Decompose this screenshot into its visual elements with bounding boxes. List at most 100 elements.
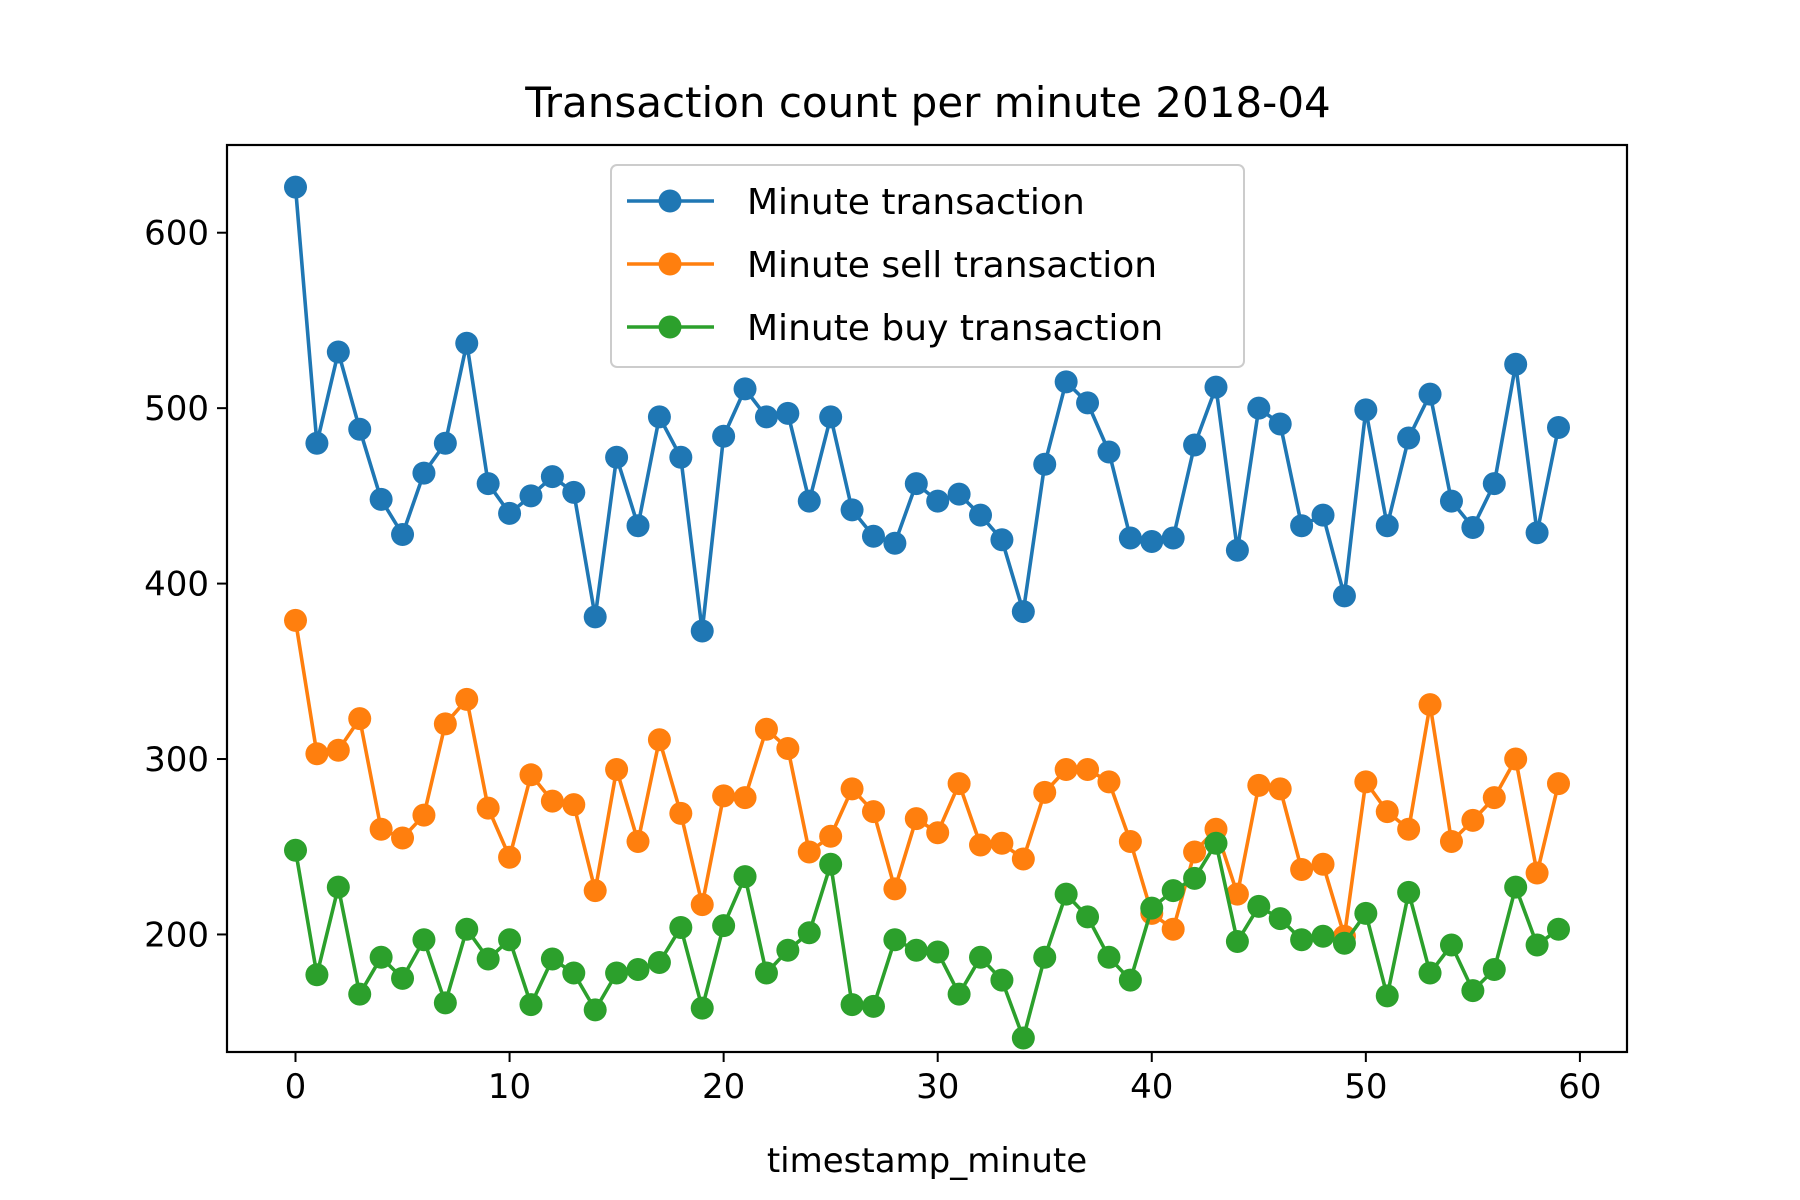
data-point — [690, 893, 714, 917]
data-point — [669, 801, 693, 825]
legend-label: Minute sell transaction — [747, 245, 1157, 286]
data-point — [1033, 452, 1057, 476]
data-point — [1247, 773, 1271, 797]
data-point — [1268, 777, 1292, 801]
data-point — [1011, 847, 1035, 871]
legend-box — [610, 164, 1245, 368]
data-point — [1268, 907, 1292, 931]
data-point — [1439, 829, 1463, 853]
data-point — [369, 487, 393, 511]
data-point — [626, 958, 650, 982]
data-point — [498, 501, 522, 525]
data-point — [1290, 928, 1314, 952]
data-point — [926, 940, 950, 964]
data-point — [1161, 917, 1185, 941]
data-point — [819, 852, 843, 876]
data-point — [1183, 866, 1207, 890]
data-point — [1461, 979, 1485, 1003]
data-point — [369, 817, 393, 841]
data-point — [284, 175, 308, 199]
data-point — [583, 879, 607, 903]
data-point — [754, 717, 778, 741]
data-point — [990, 968, 1014, 992]
data-point — [498, 928, 522, 952]
data-point — [476, 947, 500, 971]
data-point — [1418, 961, 1442, 985]
data-point — [840, 993, 864, 1017]
data-point — [369, 945, 393, 969]
data-point — [348, 982, 372, 1006]
data-point — [1418, 382, 1442, 406]
data-point — [861, 800, 885, 824]
data-point — [926, 489, 950, 513]
data-point — [476, 472, 500, 496]
data-point — [1418, 693, 1442, 717]
data-point — [969, 833, 993, 857]
data-point — [1546, 415, 1570, 439]
data-point — [605, 758, 629, 782]
data-point — [305, 431, 329, 455]
legend-marker — [658, 252, 682, 276]
data-point — [754, 961, 778, 985]
data-point — [1525, 861, 1549, 885]
data-point — [540, 947, 564, 971]
data-point — [1525, 521, 1549, 545]
data-point — [1332, 584, 1356, 608]
data-point — [1439, 489, 1463, 513]
data-point — [690, 996, 714, 1020]
data-point — [1461, 515, 1485, 539]
data-point — [733, 377, 757, 401]
data-point — [1076, 391, 1100, 415]
data-point — [1354, 901, 1378, 925]
data-point — [1290, 858, 1314, 882]
data-point — [1011, 1026, 1035, 1050]
plot-marks — [284, 175, 1570, 1050]
series-3 — [284, 831, 1570, 1050]
x-tick-label: 30 — [916, 1067, 959, 1107]
data-point — [455, 331, 479, 355]
data-point — [690, 619, 714, 643]
data-point — [519, 993, 543, 1017]
data-point — [947, 482, 971, 506]
y-tick-label: 400 — [144, 565, 209, 605]
data-point — [1054, 370, 1078, 394]
data-point — [1397, 817, 1421, 841]
data-point — [840, 777, 864, 801]
data-point — [1183, 840, 1207, 864]
y-tick-label: 200 — [144, 915, 209, 955]
data-point — [1247, 894, 1271, 918]
data-point — [1204, 375, 1228, 399]
data-point — [626, 829, 650, 853]
data-point — [562, 961, 586, 985]
data-point — [819, 824, 843, 848]
data-point — [990, 831, 1014, 855]
data-point — [1033, 945, 1057, 969]
data-point — [1546, 772, 1570, 796]
x-axis: 0 10 20 30 40 50 60 — [285, 1052, 1602, 1107]
data-point — [519, 763, 543, 787]
data-point — [733, 865, 757, 889]
data-point — [1311, 852, 1335, 876]
data-point — [1397, 426, 1421, 450]
data-point — [969, 945, 993, 969]
data-point — [819, 405, 843, 429]
data-point — [904, 807, 928, 831]
data-point — [476, 796, 500, 820]
x-tick-label: 50 — [1344, 1067, 1387, 1107]
data-point — [605, 961, 629, 985]
data-point — [776, 938, 800, 962]
data-point — [433, 991, 457, 1015]
data-point — [1504, 352, 1528, 376]
data-point — [1482, 472, 1506, 496]
legend-label: Minute buy transaction — [747, 308, 1163, 349]
data-point — [947, 982, 971, 1006]
data-point — [647, 728, 671, 752]
data-point — [391, 966, 415, 990]
data-point — [797, 489, 821, 513]
data-point — [1546, 917, 1570, 941]
data-point — [391, 522, 415, 546]
data-point — [1097, 770, 1121, 794]
data-point — [1204, 831, 1228, 855]
data-point — [1375, 514, 1399, 538]
data-point — [1033, 780, 1057, 804]
